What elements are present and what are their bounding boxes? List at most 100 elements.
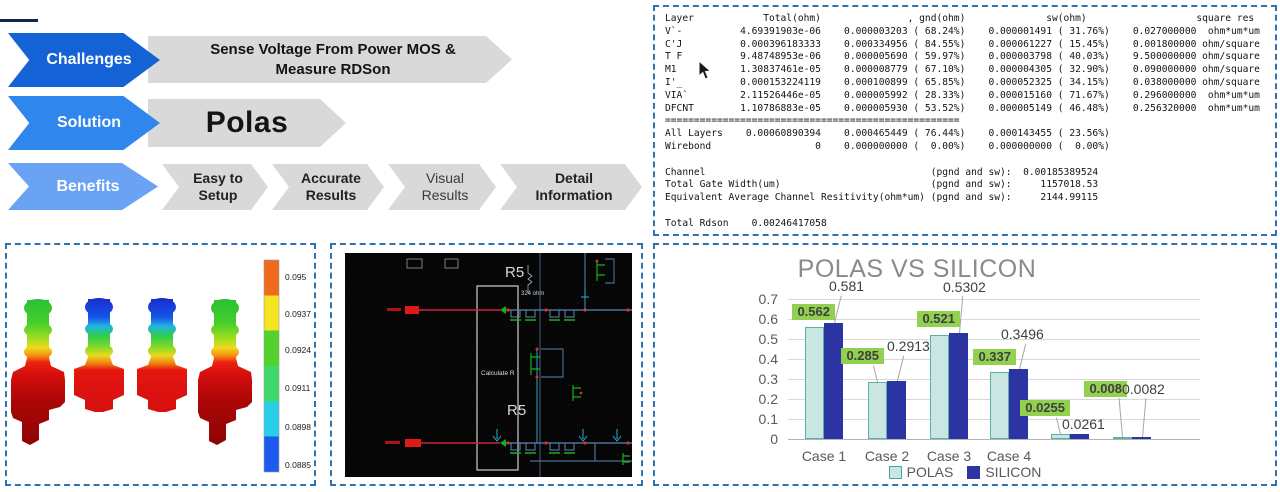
polas-bar (930, 334, 949, 439)
transistor-symbol (622, 453, 630, 465)
solution-arrow: Solution (8, 96, 160, 150)
legend-swatch (967, 465, 981, 479)
polas-value-badge: 0.008 (1084, 381, 1127, 397)
polas-value-badge: 0.0255 (1020, 400, 1070, 416)
benefit-step-label: Accurate Results (301, 170, 361, 203)
legend-item-silicon: SILICON (967, 464, 1041, 480)
solution-banner: Polas (148, 99, 346, 147)
diode-symbol (500, 306, 506, 314)
colorbar-tick-label: 0.0937 (285, 309, 311, 319)
benefit-step-3: Visual Results (388, 164, 496, 210)
silicon-bar (949, 332, 968, 439)
gate-fingers (510, 443, 536, 451)
polas-bar (1113, 437, 1132, 440)
gate-fingers (510, 310, 536, 318)
benefit-step-label: Visual Results (421, 170, 469, 203)
gridline (788, 339, 1200, 340)
gridline (788, 299, 1200, 300)
polas-bar (805, 326, 824, 439)
label-leader (1019, 343, 1027, 370)
solution-label: Solution (57, 114, 121, 131)
wire-bracket (541, 348, 564, 378)
y-axis-label: 0.7 (758, 291, 778, 307)
benefit-step-1: Easy to Setup (162, 164, 268, 210)
probe-mark (581, 289, 589, 298)
y-axis-label: 0.6 (758, 311, 778, 327)
legend-label: SILICON (985, 464, 1042, 480)
circuit-schematic: R5 R5 Calculate R 324 ohm (345, 253, 632, 477)
polas-value-badge: 0.337 (973, 349, 1016, 365)
silicon-value-label: 0.0082 (1122, 381, 1165, 397)
x-axis-label: Case 1 (801, 448, 847, 464)
polas-value-badge: 0.285 (841, 348, 884, 364)
net-label (387, 308, 401, 311)
y-axis-label: 0 (770, 431, 778, 447)
challenges-label: Challenges (46, 51, 132, 68)
component-box (444, 258, 459, 269)
x-axis-label: Case 3 (926, 448, 972, 464)
thermal-shape (198, 299, 252, 445)
polas-value-badge: 0.562 (792, 304, 835, 320)
silicon-value-label: 0.0261 (1062, 416, 1105, 432)
benefit-step-label: Detail Information (535, 170, 613, 203)
silicon-value-label: 0.3496 (1001, 326, 1044, 342)
benefit-step-2: Accurate Results (272, 164, 384, 210)
gridline (788, 439, 1200, 440)
legend-item-polas: POLAS (888, 464, 954, 480)
thermal-map (11, 259, 280, 473)
silicon-value-label: 0.2913 (887, 338, 930, 354)
colorbar-tick-label: 0.0885 (285, 460, 311, 470)
x-axis-label: Case 2 (864, 448, 910, 464)
junction-dot (535, 347, 539, 351)
schematic-panel: R5 R5 Calculate R 324 ohm (330, 243, 643, 486)
net-label (385, 441, 400, 444)
diode-symbol (500, 439, 506, 447)
gridline (788, 319, 1200, 320)
colorbar (263, 259, 280, 473)
challenges-banner: Sense Voltage From Power MOS & Measure R… (148, 36, 512, 83)
legend-label: POLAS (906, 464, 954, 480)
corner-mark (0, 19, 38, 22)
challenges-arrow: Challenges (8, 33, 160, 87)
challenges-text: Sense Voltage From Power MOS & Measure R… (210, 41, 456, 78)
silicon-bar (1132, 437, 1151, 440)
polas-value-badge: 0.521 (917, 311, 960, 327)
y-axis-label: 0.4 (758, 351, 778, 367)
chart-title: POLAS VS SILICON (797, 255, 1037, 283)
label-leader (1118, 398, 1123, 438)
chart-plot-area: 0 0.1 0.2 0.3 0.4 0.5 0.6 0.7 Case 1 0.562 0.581 Ca… (655, 245, 1275, 484)
r5-label-top: R5 (505, 264, 524, 281)
label-leader (959, 296, 964, 333)
rdson-report-text: Layer Total(ohm) , gnd(ohm) sw(ohm) squa… (665, 13, 1260, 229)
y-axis-label: 0.1 (758, 411, 778, 427)
solution-text: Polas (205, 106, 289, 139)
chart-legend: POLAS SILICON (655, 464, 1275, 480)
mouse-cursor-icon (698, 60, 712, 80)
colorbar-tick-label: 0.095 (285, 272, 307, 282)
wire-bracket (605, 258, 615, 284)
r5-label-bottom: R5 (507, 402, 526, 419)
thermal-shape (74, 298, 124, 412)
net-pad (405, 439, 421, 447)
resistor-value-label: 324 ohm (521, 291, 544, 297)
colorbar-tick-label: 0.0924 (285, 345, 311, 355)
silicon-bar (1070, 433, 1089, 439)
silicon-bar (1009, 369, 1028, 439)
silicon-value-label: 0.5302 (943, 279, 986, 295)
y-axis-label: 0.2 (758, 391, 778, 407)
calculate-r-box (476, 285, 519, 471)
thermal-shape (11, 299, 65, 445)
x-axis-label: Case 4 (986, 448, 1032, 464)
probe-mark (612, 429, 622, 442)
benefit-step-label: Easy to Setup (193, 170, 243, 203)
junction-dots (506, 308, 630, 312)
colorbar-tick-label: 0.0911 (285, 383, 311, 393)
silicon-bar (824, 322, 843, 439)
silicon-value-label: 0.581 (829, 278, 865, 294)
junction-dot (535, 375, 539, 379)
polas-bar (1051, 433, 1070, 439)
net-pad (405, 306, 419, 314)
junction-dot (579, 391, 583, 395)
colorbar-tick-label: 0.0898 (285, 422, 311, 432)
